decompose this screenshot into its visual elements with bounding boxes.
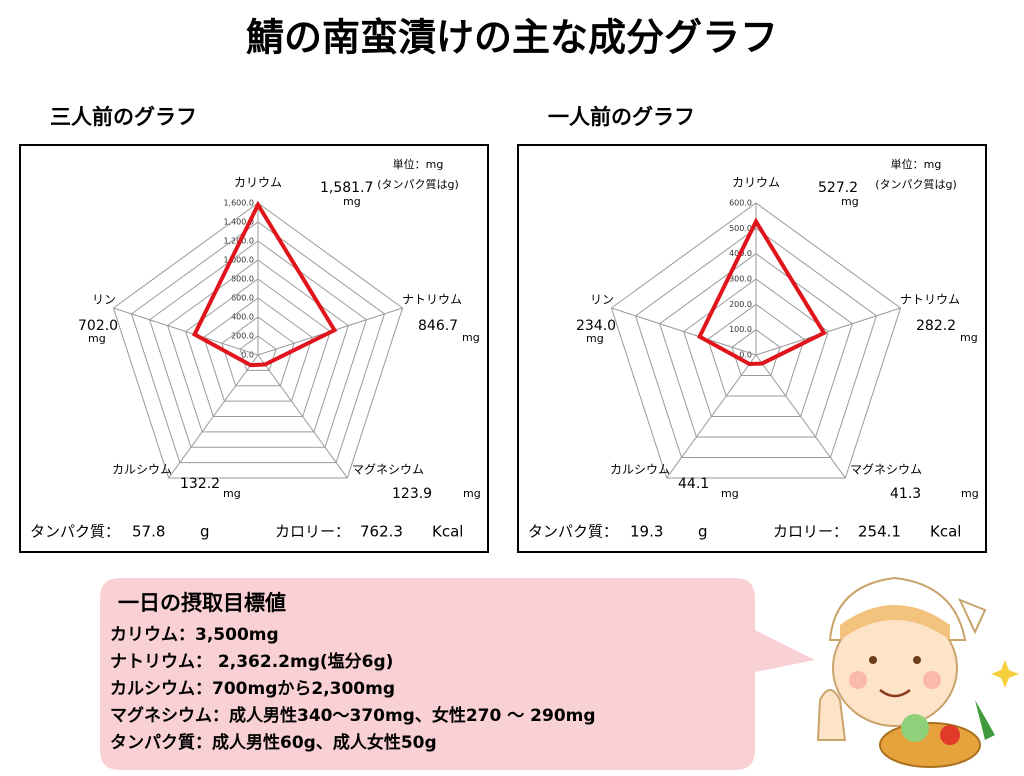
protein-unit: g <box>200 523 210 541</box>
grid-ring <box>112 202 404 479</box>
value-label: 282.2 <box>916 318 956 334</box>
axis-label: ナトリウム <box>900 293 960 307</box>
chart-title: 三人前のグラフ <box>50 105 197 129</box>
r-tick-label: 0.0 <box>739 351 752 360</box>
grid-ring <box>707 303 805 397</box>
value-unit: mg <box>960 331 978 344</box>
axis-label: ナトリウム <box>402 293 462 307</box>
grid-ring <box>185 278 331 417</box>
calorie-unit: Kcal <box>432 523 463 541</box>
value-unit: mg <box>721 487 739 500</box>
goal-line: カルシウム：700mgから2,300mg <box>110 679 395 699</box>
spoke <box>113 307 259 356</box>
spoke <box>257 354 348 479</box>
r-tick-label: 300.0 <box>729 275 752 284</box>
r-tick-label: 200.0 <box>231 332 254 341</box>
axis-label: マグネシウム <box>352 463 424 477</box>
spoke <box>755 354 846 479</box>
protein-value: 19.3 <box>630 523 663 541</box>
value-label: 234.0 <box>576 318 616 334</box>
axis-label: カルシウム <box>112 463 172 477</box>
protein-label: タンパク質： <box>30 523 120 541</box>
calorie-value: 762.3 <box>360 523 403 541</box>
grid-ring <box>130 221 386 464</box>
axis-label: リン <box>92 293 116 307</box>
calorie-unit: Kcal <box>930 523 961 541</box>
illustration <box>816 576 1019 768</box>
unit-note: 単位：mg <box>891 157 942 171</box>
spoke <box>611 307 757 356</box>
value-label: 702.0 <box>78 318 118 334</box>
grid-ring <box>659 253 853 438</box>
r-tick-label: 800.0 <box>231 275 254 284</box>
r-tick-label: 1,400.0 <box>223 218 254 227</box>
value-unit: mg <box>841 195 859 208</box>
protein-label: タンパク質： <box>528 523 618 541</box>
r-tick-label: 500.0 <box>729 224 752 233</box>
grid-ring <box>203 297 313 402</box>
r-tick-label: 400.0 <box>231 313 254 322</box>
goal-line: カリウム：3,500mg <box>110 625 279 645</box>
r-tick-label: 1,600.0 <box>223 199 254 208</box>
goal-line: ナトリウム： 2,362.2mg(塩分6g) <box>110 651 393 672</box>
value-unit: mg <box>88 332 106 345</box>
grid-ring <box>610 202 902 479</box>
unit-note: 単位：mg <box>393 157 444 171</box>
r-tick-label: 1,000.0 <box>223 256 254 265</box>
slide-title: 鯖の南蛮漬けの主な成分グラフ <box>246 16 778 60</box>
grid-ring <box>221 316 295 387</box>
calorie-value: 254.1 <box>858 523 901 541</box>
value-label: 44.1 <box>678 476 709 492</box>
spoke <box>666 354 757 479</box>
value-unit: mg <box>463 487 481 500</box>
grid-ring <box>167 259 349 433</box>
value-unit: mg <box>586 332 604 345</box>
r-tick-label: 200.0 <box>729 300 752 309</box>
value-label: 527.2 <box>818 180 858 196</box>
grid-ring <box>239 335 277 371</box>
value-label: 1,581.7 <box>320 180 373 196</box>
speech-bubble <box>100 578 815 770</box>
goal-box: 一日の摂取目標値 カリウム：3,500mg ナトリウム： 2,362.2mg(塩分… <box>110 591 596 753</box>
axis-label: カルシウム <box>610 463 670 477</box>
value-label: 123.9 <box>392 486 432 502</box>
protein-value: 57.8 <box>132 523 165 541</box>
value-unit: mg <box>961 487 979 500</box>
chart-title: 一人前のグラフ <box>548 105 695 129</box>
axis-label: カリウム <box>732 176 780 190</box>
protein-unit: g <box>698 523 708 541</box>
goal-title: 一日の摂取目標値 <box>118 591 286 615</box>
r-tick-label: 600.0 <box>231 294 254 303</box>
spoke <box>755 307 901 356</box>
goal-line: マグネシウム：成人男性340～370mg、女性270 ～ 290mg <box>110 705 596 726</box>
value-unit: mg <box>462 331 480 344</box>
axis-label: カリウム <box>234 176 282 190</box>
spoke <box>168 354 259 479</box>
calorie-label: カロリー： <box>275 523 350 541</box>
value-unit: mg <box>223 487 241 500</box>
value-unit: mg <box>343 195 361 208</box>
r-tick-label: 0.0 <box>241 351 254 360</box>
grid-ring <box>731 329 781 376</box>
r-tick-label: 100.0 <box>729 325 752 334</box>
axis-label: マグネシウム <box>850 463 922 477</box>
value-label: 846.7 <box>418 318 458 334</box>
unit-note-sub: (タンパク質はg) <box>377 177 459 191</box>
grid-ring <box>148 240 368 448</box>
unit-note-sub: (タンパク質はg) <box>875 177 957 191</box>
axis-label: リン <box>590 293 614 307</box>
r-tick-label: 600.0 <box>729 199 752 208</box>
value-label: 132.2 <box>180 476 220 492</box>
data-polygon <box>696 217 827 367</box>
value-label: 41.3 <box>890 486 921 502</box>
chart-frame <box>517 144 987 553</box>
data-polygon <box>191 200 338 368</box>
grid-ring <box>634 227 878 458</box>
goal-line: タンパク質：成人男性60g、成人女性50g <box>110 732 437 753</box>
calorie-label: カロリー： <box>773 523 848 541</box>
